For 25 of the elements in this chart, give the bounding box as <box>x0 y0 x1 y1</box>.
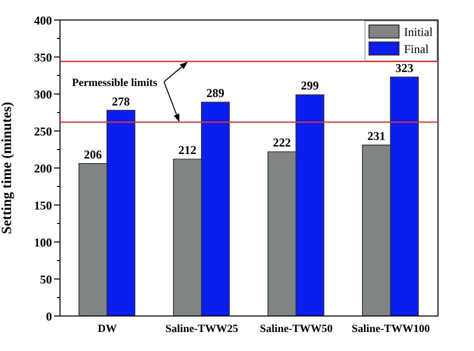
y-tick-label: 300 <box>34 87 52 102</box>
y-tick-label: 350 <box>34 50 52 64</box>
legend-label: Initial <box>404 25 434 39</box>
y-tick-label: 400 <box>34 13 52 28</box>
data-label: 222 <box>272 136 291 150</box>
y-tick-label: 200 <box>34 161 52 176</box>
legend-label: Final <box>404 42 430 56</box>
x-tick-label: Saline-TWW100 <box>352 322 430 335</box>
x-tick-label: DW <box>98 322 117 335</box>
data-label: 212 <box>178 143 196 158</box>
y-tick-label: 100 <box>34 235 52 250</box>
x-tick-label: Saline-TWW25 <box>165 322 239 335</box>
data-label: 299 <box>300 78 319 93</box>
x-tick-label: Saline-TWW50 <box>260 322 334 335</box>
data-label: 206 <box>84 148 102 162</box>
y-tick-label: 0 <box>46 309 52 324</box>
annotation: Permessible limits <box>72 76 158 89</box>
y-tick-label: 250 <box>34 124 52 138</box>
y-axis-title: Setting time (minutes) <box>0 102 15 234</box>
y-tick-label: 150 <box>34 198 52 212</box>
data-label: 289 <box>206 86 224 100</box>
data-label: 323 <box>395 60 414 75</box>
data-label: 278 <box>112 94 130 108</box>
y-tick-label: 50 <box>40 272 52 286</box>
data-label: 231 <box>367 129 386 144</box>
